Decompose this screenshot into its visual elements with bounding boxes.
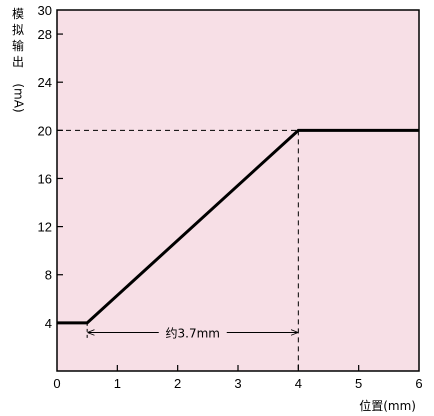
y-tick-label: 16 [38, 171, 52, 186]
y-axis-label-chinese: 模拟输出 [12, 7, 24, 69]
reference-lines [57, 129, 299, 371]
y-tick-label: 12 [38, 220, 52, 235]
x-tick-label: 3 [234, 376, 241, 391]
y-tick-label: 28 [38, 27, 52, 42]
x-tick-label: 2 [174, 376, 181, 391]
y-tick-label: 30 [38, 3, 52, 18]
y-axis-label-unit: (mA) [12, 83, 26, 112]
y-tick-label: 20 [38, 123, 52, 138]
plot-area [57, 10, 419, 371]
x-axis-label: 位置(mm) [359, 398, 416, 413]
annotation-layer: 约3.7mm [88, 323, 297, 342]
x-tick-label: 4 [295, 376, 302, 391]
x-tick-label: 0 [53, 376, 60, 391]
x-tick-label: 1 [114, 376, 121, 391]
annotation-label-bg [158, 323, 227, 342]
annotation-label: 约3.7mm [166, 325, 220, 340]
y-tick-label: 24 [38, 75, 52, 90]
y-tick-label: 8 [45, 268, 52, 283]
x-tick-label: 6 [415, 376, 422, 391]
y-tick-label: 4 [45, 316, 52, 331]
y-axis-title: 模拟输出 (mA) [12, 7, 26, 113]
series-line [57, 128, 419, 325]
x-tick-label: 5 [355, 376, 362, 391]
